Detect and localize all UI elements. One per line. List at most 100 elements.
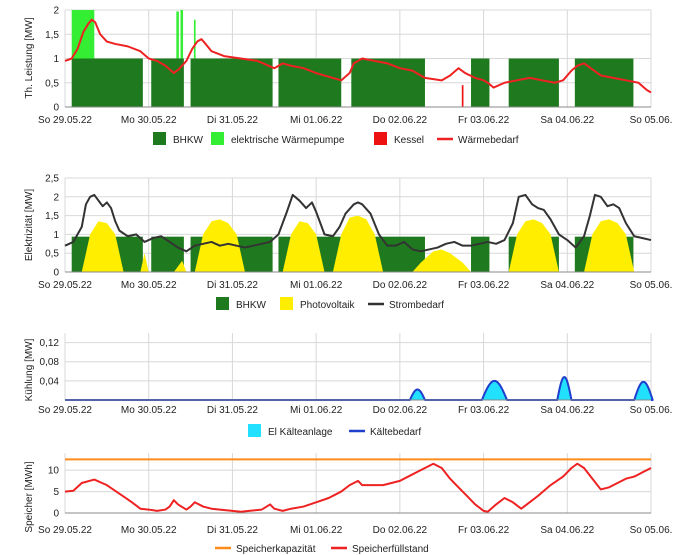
legend-item-strombedarf: Strombedarf xyxy=(368,300,444,311)
x-tick-label: Sa 04.06.22 xyxy=(540,115,594,126)
x-tick-label: Di 31.05.22 xyxy=(207,115,259,126)
y-tick-label: 0,5 xyxy=(45,78,59,89)
x-tick-label: So 05.06. xyxy=(630,525,673,536)
y-tick-label: 1,5 xyxy=(45,211,59,222)
bhkw-bar xyxy=(151,58,184,107)
y-axis-label: Kühlung [MW] xyxy=(24,338,35,401)
legend: BHKW Photovoltaik Strombedarf xyxy=(216,297,444,311)
y-tick-label: 0,04 xyxy=(40,376,60,387)
y-tick-label: 2,5 xyxy=(45,174,59,185)
y-tick-label: 0,12 xyxy=(40,338,60,349)
y-tick-label: 2 xyxy=(53,192,59,203)
legend-item-speicherfuellstand: Speicherfüllstand xyxy=(331,544,429,555)
elektrische-waermepumpe-bar xyxy=(193,19,196,59)
x-tick-label: Mo 30.05.22 xyxy=(121,280,177,291)
legend-label: Strombedarf xyxy=(389,300,444,311)
x-tick-label: Fr 03.06.22 xyxy=(458,115,510,126)
bhkw-bar xyxy=(278,58,342,107)
legend-item-bhkw: BHKW xyxy=(216,297,267,311)
legend: El Kälteanlage Kältebedarf xyxy=(248,424,421,438)
photovoltaik-area xyxy=(412,249,472,272)
y-axis-label: Elektrizität [MW] xyxy=(24,189,35,261)
x-tick-label: Do 02.06.22 xyxy=(373,405,428,416)
x-tick-label: Fr 03.06.22 xyxy=(458,405,510,416)
x-tick-label: Mi 01.06.22 xyxy=(290,525,343,536)
x-tick-label: Sa 04.06.22 xyxy=(540,525,594,536)
el-kaelteanlage-area xyxy=(409,389,425,400)
legend-item-kaeltebedarf: Kältebedarf xyxy=(349,427,421,438)
x-tick-label: Do 02.06.22 xyxy=(373,115,428,126)
x-tick-label: Di 31.05.22 xyxy=(207,280,259,291)
el-kaelteanlage-area xyxy=(634,381,653,400)
legend-item-elektrische-waermepumpe: elektrische Wärmepumpe xyxy=(211,132,345,146)
legend-item-speicherkapazitaet: Speicherkapazität xyxy=(215,544,316,555)
legend-swatch xyxy=(211,132,224,145)
y-tick-label: 0,5 xyxy=(45,249,59,260)
x-tick-label: Do 02.06.22 xyxy=(373,280,428,291)
x-tick-label: Fr 03.06.22 xyxy=(458,280,510,291)
el-kaelteanlage-area xyxy=(557,377,572,400)
photovoltaik-area xyxy=(508,219,559,272)
kessel-bar xyxy=(461,85,464,107)
photovoltaik-area xyxy=(81,221,124,272)
legend-label: El Kälteanlage xyxy=(268,427,333,438)
bhkw-bar xyxy=(351,58,425,107)
bhkw-bar xyxy=(71,58,143,107)
legend-item-waermebedarf: Wärmebedarf xyxy=(437,135,519,146)
x-tick-label: Di 31.05.22 xyxy=(207,525,259,536)
x-tick-label: Fr 03.06.22 xyxy=(458,525,510,536)
legend-swatch xyxy=(280,297,293,310)
x-tick-label: So 05.06. xyxy=(630,280,673,291)
legend: Speicherkapazität Speicherfüllstand xyxy=(215,544,429,555)
y-tick-label: 1 xyxy=(53,54,59,65)
bhkw-bar xyxy=(574,58,634,107)
x-tick-label: Sa 04.06.22 xyxy=(540,280,594,291)
x-tick-label: Mo 30.05.22 xyxy=(121,525,177,536)
legend-item-el-kaelteanlage: El Kälteanlage xyxy=(248,424,333,438)
legend-label: Photovoltaik xyxy=(300,300,355,311)
y-tick-label: 1,5 xyxy=(45,30,59,41)
bhkw-bar xyxy=(471,58,490,107)
y-tick-label: 0 xyxy=(53,103,59,114)
photovoltaik-area xyxy=(332,215,384,272)
legend-swatch xyxy=(216,297,229,310)
legend-swatch xyxy=(374,132,387,145)
y-axis-label: Speicher [MWh] xyxy=(24,461,35,532)
x-tick-label: Mi 01.06.22 xyxy=(290,280,343,291)
y-tick-label: 0,08 xyxy=(40,357,60,368)
y-tick-label: 0 xyxy=(53,509,59,520)
photovoltaik-area xyxy=(282,221,325,272)
y-tick-label: 0 xyxy=(53,268,59,279)
x-tick-label: So 05.06. xyxy=(630,405,673,416)
speicherfuellstand-line xyxy=(64,462,652,513)
x-tick-label: So 29.05.22 xyxy=(38,280,92,291)
waermebedarf-line xyxy=(64,18,652,94)
y-tick-label: 1 xyxy=(53,230,59,241)
elektrische-waermepumpe-bar xyxy=(176,11,179,59)
legend-label: Wärmebedarf xyxy=(458,135,519,146)
legend-label: elektrische Wärmepumpe xyxy=(231,135,345,146)
legend-item-kessel: Kessel xyxy=(374,132,424,146)
y-tick-label: 5 xyxy=(53,487,59,498)
x-tick-label: Do 02.06.22 xyxy=(373,525,428,536)
y-tick-label: 10 xyxy=(48,466,60,477)
x-tick-label: So 29.05.22 xyxy=(38,525,92,536)
elektrische-waermepumpe-bar xyxy=(180,10,184,59)
x-tick-label: Mi 01.06.22 xyxy=(290,115,343,126)
el-kaelteanlage-area xyxy=(481,380,508,400)
strombedarf-line xyxy=(64,193,652,253)
photovoltaik-area xyxy=(584,219,635,272)
legend: BHKW elektrische Wärmepumpe Kessel Wärmebed… xyxy=(153,132,519,146)
chart-panel-3: 0,04 0,08 0,12 So 29.05.22 Mo 30.05.22 Di 31.… xyxy=(24,333,672,438)
x-tick-label: Mo 30.05.22 xyxy=(121,115,177,126)
x-tick-label: So 29.05.22 xyxy=(38,405,92,416)
x-tick-label: Sa 04.06.22 xyxy=(540,405,594,416)
legend-label: BHKW xyxy=(236,300,267,311)
x-tick-label: Mo 30.05.22 xyxy=(121,405,177,416)
chart-panel-2: 0 0,5 1 1,5 2 2,5 So 29.05.22 Mo 30.05.22 Di 31.… xyxy=(24,174,672,312)
legend-swatch xyxy=(153,132,166,145)
legend-item-bhkw: BHKW xyxy=(153,132,204,146)
x-tick-label: Mi 01.06.22 xyxy=(290,405,343,416)
photovoltaik-area xyxy=(173,260,187,272)
